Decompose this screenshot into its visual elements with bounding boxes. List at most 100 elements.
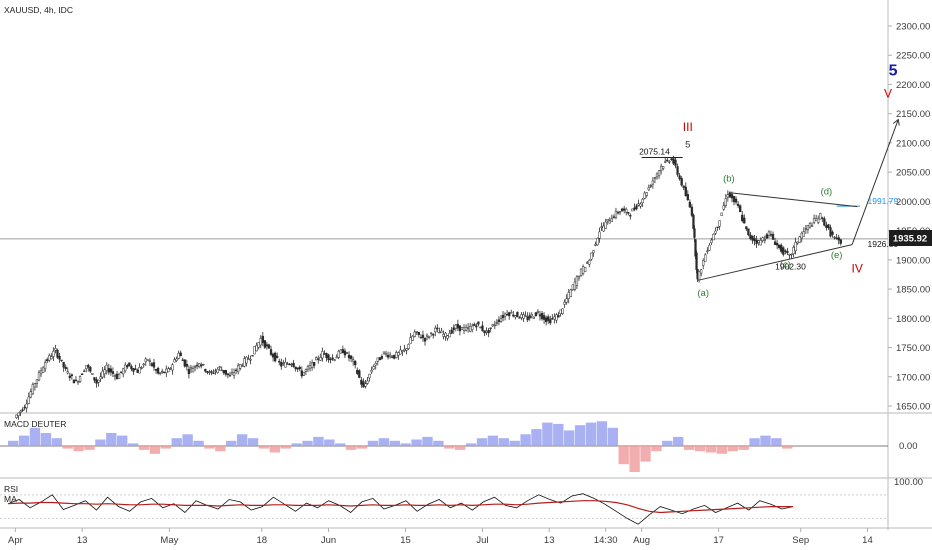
candle-body bbox=[343, 350, 347, 356]
candle-body bbox=[503, 313, 507, 317]
macd-bar bbox=[651, 446, 662, 452]
candle-body bbox=[778, 244, 781, 249]
macd-bar bbox=[127, 443, 139, 446]
candle-body bbox=[70, 374, 74, 377]
macd-bar bbox=[553, 423, 564, 446]
candle-body bbox=[676, 166, 679, 175]
candle-body bbox=[101, 370, 104, 378]
candle-body bbox=[169, 368, 172, 370]
macd-bar bbox=[531, 429, 542, 446]
macd-bar bbox=[302, 440, 313, 446]
candle-body bbox=[66, 371, 69, 374]
candle-body bbox=[232, 372, 236, 376]
candle-body bbox=[163, 371, 166, 374]
candle-body bbox=[50, 356, 53, 360]
candle-body bbox=[600, 226, 603, 229]
candle-body bbox=[722, 205, 725, 210]
candle-body bbox=[651, 180, 655, 185]
candle-body bbox=[491, 324, 494, 327]
candle-body bbox=[156, 367, 160, 374]
candle-body bbox=[329, 358, 332, 361]
candle-body bbox=[19, 410, 22, 413]
candle-body bbox=[668, 161, 671, 163]
candle-body bbox=[659, 165, 663, 171]
time-tick-label: 13 bbox=[544, 535, 555, 546]
candle-body bbox=[784, 250, 787, 252]
candle-body bbox=[85, 365, 88, 369]
price-tick-label: 2000.00 bbox=[896, 197, 930, 208]
macd-bar bbox=[433, 440, 444, 446]
candle-body bbox=[839, 239, 842, 244]
macd-bar bbox=[749, 438, 760, 446]
candle-body bbox=[382, 351, 386, 354]
candle-body bbox=[89, 367, 92, 372]
candle-body bbox=[700, 269, 703, 274]
candle-body bbox=[790, 253, 793, 256]
candle-body bbox=[557, 314, 560, 318]
candle-body bbox=[91, 373, 94, 375]
candle-body bbox=[732, 196, 736, 203]
macd-bar bbox=[782, 446, 793, 449]
candle-body bbox=[610, 218, 613, 222]
candle-body bbox=[403, 348, 406, 351]
candle-body bbox=[708, 244, 711, 251]
candle-body bbox=[686, 194, 689, 200]
candle-body bbox=[249, 358, 252, 361]
macd-bar bbox=[138, 446, 150, 450]
candle-body bbox=[315, 357, 318, 361]
candle-body bbox=[704, 254, 707, 262]
candle-body bbox=[499, 318, 503, 322]
candle-body bbox=[150, 363, 154, 367]
candle-body bbox=[128, 362, 131, 367]
macd-bar bbox=[149, 446, 161, 454]
candle-body bbox=[608, 220, 611, 224]
rsi-ma-line bbox=[7, 500, 793, 514]
macd-bar bbox=[215, 446, 226, 452]
wave-label: (b) bbox=[723, 174, 735, 185]
wave-label: (e) bbox=[831, 250, 843, 261]
candle-body bbox=[693, 228, 696, 238]
price-tick-label: 2050.00 bbox=[896, 168, 930, 179]
candle-body bbox=[460, 327, 464, 330]
candle-body bbox=[167, 368, 170, 373]
candle-body bbox=[216, 368, 219, 373]
candle-body bbox=[528, 315, 531, 319]
candle-body bbox=[581, 266, 585, 274]
macd-bar bbox=[498, 438, 509, 446]
candle-body bbox=[210, 371, 213, 373]
macd-bar bbox=[356, 446, 368, 449]
candle-body bbox=[489, 327, 492, 329]
candle-body bbox=[497, 319, 501, 323]
candle-body bbox=[594, 244, 597, 246]
candle-body bbox=[606, 218, 609, 222]
candle-body bbox=[124, 364, 127, 372]
candle-body bbox=[56, 349, 59, 358]
price-tick-label: 2200.00 bbox=[896, 80, 930, 91]
candle-body bbox=[380, 356, 384, 359]
wave-label: III bbox=[683, 120, 693, 134]
candle-body bbox=[341, 349, 345, 354]
candle-body bbox=[540, 312, 544, 320]
candle-body bbox=[146, 359, 149, 361]
candle-body bbox=[376, 357, 379, 362]
price-tick-label: 2100.00 bbox=[896, 138, 930, 149]
candle-body bbox=[29, 391, 32, 398]
macd-bar bbox=[509, 440, 520, 446]
candle-body bbox=[103, 369, 106, 375]
candle-body bbox=[542, 315, 546, 320]
candle-body bbox=[267, 344, 271, 349]
macd-bar bbox=[585, 422, 597, 446]
candle-body bbox=[788, 254, 791, 256]
candle-body bbox=[115, 373, 119, 380]
candle-body bbox=[72, 379, 76, 384]
candle-body bbox=[97, 379, 100, 383]
candle-body bbox=[653, 177, 657, 179]
candle-body bbox=[17, 412, 20, 416]
candle-body bbox=[712, 234, 715, 241]
candle-body bbox=[325, 352, 328, 358]
candle-body bbox=[579, 268, 583, 276]
candle-body bbox=[292, 362, 295, 368]
macd-bar bbox=[564, 430, 575, 446]
